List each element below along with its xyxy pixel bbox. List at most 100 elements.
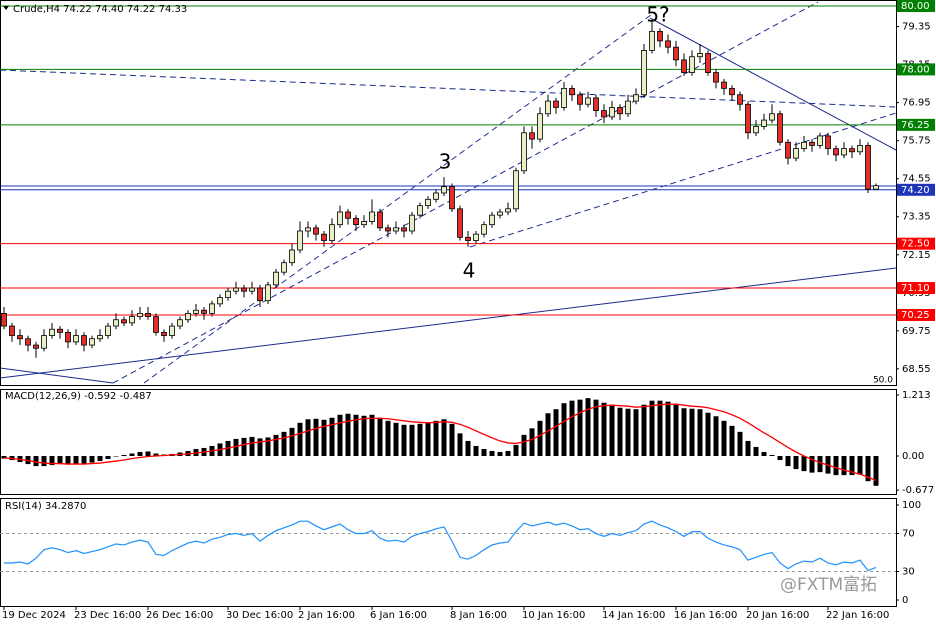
- candle-body: [33, 344, 39, 349]
- candle-body: [585, 97, 591, 105]
- macd-bar: [393, 422, 399, 457]
- macd-bar: [609, 404, 615, 457]
- candle-body: [497, 211, 503, 216]
- macd-bar: [89, 456, 95, 463]
- macd-bar: [497, 451, 503, 457]
- candle-body: [249, 287, 255, 292]
- macd-bar: [249, 436, 255, 457]
- y-tick-label: 0: [902, 595, 908, 606]
- candle-body: [841, 148, 847, 156]
- y-tick-label: 75.75: [902, 136, 931, 147]
- candle-body: [657, 30, 663, 42]
- macd-bar: [289, 427, 295, 457]
- macd-bar: [81, 456, 87, 465]
- level-label: 80.00: [901, 1, 930, 12]
- candle-body: [529, 132, 535, 140]
- candle-body: [113, 319, 119, 327]
- macd-bar: [649, 400, 655, 457]
- candle-body: [225, 290, 231, 298]
- x-tick-label: 20 Jan 16:00: [746, 610, 809, 621]
- candle-body: [281, 262, 287, 273]
- candle-body: [689, 56, 695, 73]
- level-label-box: [897, 237, 935, 250]
- macd-bar: [425, 422, 431, 457]
- macd-bar: [153, 453, 159, 457]
- overlay: 3 4 5? Crude,H4 74.22 74.40 74.22 74.33 …: [3, 3, 893, 595]
- x-tick-label: 23 Dec 16:00: [74, 610, 141, 621]
- macd-bar: [753, 446, 759, 457]
- candle-body: [201, 309, 207, 314]
- macd-bar: [633, 409, 639, 457]
- macd-bar: [321, 419, 327, 457]
- macd-bar: [361, 415, 367, 457]
- candle-body: [361, 221, 367, 226]
- candle-body: [569, 88, 575, 96]
- candle-body: [321, 233, 327, 241]
- candle-body: [505, 208, 511, 213]
- macd-bar: [857, 456, 863, 475]
- candle-body: [409, 214, 415, 232]
- candle-body: [377, 211, 383, 229]
- x-tick-label: 8 Jan 16:00: [450, 610, 507, 621]
- candle-body: [745, 103, 751, 134]
- candle-body: [665, 40, 671, 48]
- candle-body: [577, 94, 583, 105]
- candle-body: [433, 192, 439, 200]
- candle-body: [193, 309, 199, 314]
- wave-label: 3: [439, 150, 452, 174]
- candle-body: [233, 287, 239, 292]
- macd-bar: [409, 424, 415, 457]
- candle-body: [457, 208, 463, 238]
- candle-body: [753, 126, 759, 134]
- macd-bar: [65, 456, 71, 465]
- macd-bar: [1, 456, 7, 459]
- level-label-box: [897, 0, 935, 13]
- macd-bar: [49, 456, 55, 466]
- channel-line: [143, 11, 656, 384]
- level-label: 71.10: [901, 283, 930, 294]
- macd-bar: [761, 451, 767, 457]
- candle-body: [761, 119, 767, 127]
- candle-body: [673, 46, 679, 61]
- rsi-line: [4, 520, 877, 572]
- y-tick-label: 68.55: [902, 364, 931, 375]
- macd-bar: [449, 423, 455, 457]
- macd-bar: [265, 437, 271, 457]
- y-tick-label: 0.00: [902, 451, 924, 462]
- y-tick-label: 73.35: [902, 212, 931, 223]
- candle-body: [417, 205, 423, 216]
- y-tick-label: 79.35: [902, 22, 931, 33]
- candle-body: [273, 271, 279, 286]
- candle-body: [17, 335, 23, 340]
- candle-body: [105, 325, 111, 336]
- candle-body: [241, 287, 247, 292]
- candle-body: [369, 211, 375, 222]
- candle-body: [265, 284, 271, 302]
- candle-body: [609, 107, 615, 118]
- macd-bar: [673, 404, 679, 457]
- macd-bar: [489, 450, 495, 457]
- candle-body: [177, 319, 183, 327]
- candle-body: [721, 81, 727, 89]
- candle-body: [393, 227, 399, 232]
- macd-bar: [369, 414, 375, 457]
- level-label: 74.20: [901, 185, 930, 196]
- candle-body: [353, 217, 359, 226]
- channel-line: [469, 112, 897, 248]
- macd-bar: [473, 445, 479, 457]
- candle-body: [785, 141, 791, 159]
- candle-body: [737, 94, 743, 105]
- macd-bar: [593, 399, 599, 457]
- candle-body: [401, 227, 407, 232]
- candle-body: [473, 233, 479, 241]
- indicator-title: RSI(14) 34.2870: [5, 501, 86, 512]
- level-label: 78.00: [901, 64, 930, 75]
- candle-body: [817, 135, 823, 146]
- macd-bar: [401, 424, 407, 457]
- macd-bar: [545, 413, 551, 457]
- candle-body: [625, 100, 631, 115]
- macd-bar: [121, 455, 127, 457]
- macd-bar: [601, 402, 607, 457]
